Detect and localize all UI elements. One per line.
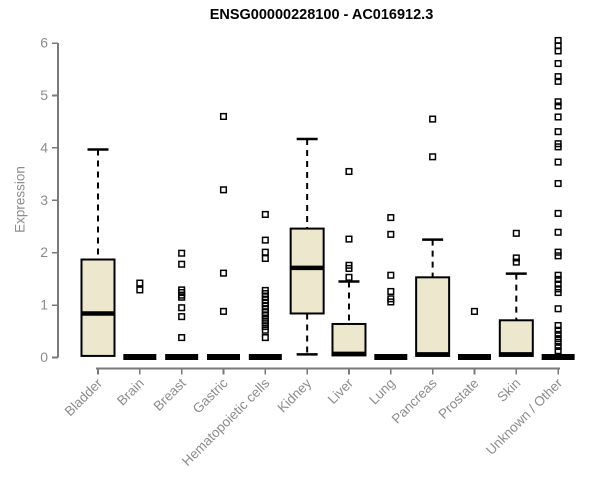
outlier-point [261, 312, 269, 320]
outlier-point [261, 236, 269, 244]
outlier-point [387, 298, 395, 306]
x-axis-tick-label: Skin [494, 376, 523, 405]
zero-bar [541, 354, 575, 360]
y-axis-tick-label: 1 [40, 297, 48, 313]
outlier-point [554, 228, 562, 236]
x-axis-tick-label: Prostate [435, 376, 481, 422]
outlier-point [345, 235, 353, 243]
y-axis-tick-label: 6 [40, 35, 48, 51]
outlier-point [554, 305, 562, 313]
outlier-point [429, 115, 437, 123]
outlier-point [136, 286, 144, 294]
outlier-point [345, 264, 353, 272]
chart-title: ENSG00000228100 - AC016912.3 [209, 7, 434, 23]
outlier-point [178, 304, 186, 312]
outlier-point [512, 258, 520, 266]
outlier-point [554, 59, 562, 68]
outlier-point [261, 326, 269, 334]
zero-bar [374, 354, 408, 360]
outlier-point [429, 153, 437, 161]
outlier-point [512, 229, 520, 237]
outlier-point [554, 285, 562, 293]
outlier-point [219, 112, 228, 121]
outlier-point [261, 323, 269, 331]
zero-bar [457, 354, 491, 360]
outlier-point [261, 254, 269, 263]
outlier-point [387, 287, 395, 296]
outlier-point [554, 275, 562, 283]
outlier-point [219, 186, 228, 194]
outlier-point [178, 313, 186, 321]
x-axis-tick-label: Liver [325, 375, 357, 407]
outlier-point [261, 334, 269, 342]
y-axis-tick-label: 5 [40, 87, 48, 103]
zero-bar [206, 354, 240, 360]
outlier-point [387, 271, 395, 279]
y-axis-tick-label: 2 [40, 244, 48, 260]
outlier-point [554, 330, 562, 338]
outlier-point [136, 279, 144, 287]
y-axis-tick-label: 3 [40, 192, 48, 208]
y-axis-tick-label: 4 [40, 139, 48, 155]
zero-bar [123, 354, 157, 360]
x-axis-tick-label: Kidney [274, 375, 314, 415]
outlier-point [554, 128, 562, 136]
zero-bar [248, 354, 282, 360]
outlier-point [554, 347, 562, 355]
outlier-point [178, 334, 186, 342]
outlier-point [554, 143, 562, 151]
y-axis-tick-label: 0 [40, 349, 48, 365]
x-axis-tick-label: Pancreas [389, 375, 440, 426]
outlier-point [554, 342, 562, 351]
outlier-point [470, 307, 479, 315]
x-axis-tick-label: Brain [114, 376, 147, 409]
outlier-point [387, 230, 395, 238]
outlier-point [554, 271, 562, 279]
box-rect [289, 227, 325, 315]
outlier-point [554, 252, 562, 260]
box-rect [80, 258, 116, 357]
outlier-point [554, 158, 562, 166]
outlier-point [345, 273, 353, 281]
outlier-point [219, 307, 228, 315]
outlier-point [261, 315, 269, 323]
outlier-point [554, 288, 562, 297]
outlier-point [554, 280, 562, 288]
outlier-point [554, 248, 562, 256]
outlier-point [261, 319, 269, 327]
outlier-point [178, 293, 186, 301]
x-axis-tick-label: Gastric [190, 375, 231, 416]
x-axis-tick-label: Unknown / Other [483, 375, 566, 458]
box-rect [498, 319, 534, 357]
outlier-point [554, 338, 562, 346]
outlier-point [261, 210, 269, 218]
outlier-point [554, 77, 562, 85]
box-rect [415, 276, 451, 357]
outlier-point [345, 167, 353, 176]
outlier-point [387, 214, 395, 222]
x-axis-tick-label: Lung [366, 376, 398, 408]
outlier-point [554, 102, 562, 110]
outlier-point [554, 98, 562, 106]
x-axis-tick-label: Breast [151, 375, 189, 413]
outlier-point [178, 260, 186, 268]
outlier-point [554, 326, 562, 334]
zero-bar [165, 354, 199, 360]
outlier-point [554, 73, 562, 81]
outlier-point [554, 113, 562, 121]
outlier-point [219, 269, 228, 277]
outlier-point [554, 335, 562, 343]
outlier-point [178, 249, 186, 257]
outlier-point [554, 179, 562, 188]
box-rect [331, 322, 367, 357]
outlier-point [554, 321, 562, 330]
outlier-point [261, 248, 269, 256]
outlier-point [554, 209, 562, 217]
x-axis-tick-label: Bladder [62, 375, 106, 419]
outlier-point [512, 254, 520, 262]
outlier-point [554, 47, 562, 55]
